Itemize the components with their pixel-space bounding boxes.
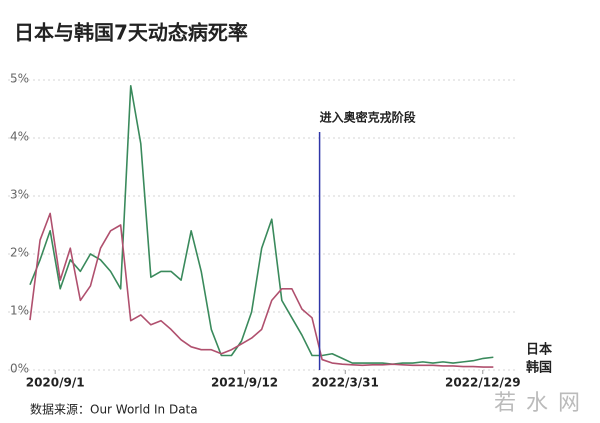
y-tick-label: 1% [10, 304, 29, 318]
x-tick-label: 2022/12/29 [445, 376, 521, 390]
annotation-text: 进入奥密克戎阶段 [320, 110, 417, 125]
y-tick-label: 5% [10, 72, 29, 86]
series-label: 韩国 [526, 360, 552, 376]
series-label: 日本 [526, 342, 552, 358]
watermark: 若水网 [494, 391, 590, 416]
y-tick-label: 0% [10, 362, 29, 376]
y-tick-label: 4% [10, 130, 29, 144]
line [29, 212, 494, 368]
y-tick-label: 3% [10, 188, 29, 202]
line [29, 85, 494, 365]
x-tick-label: 2022/3/31 [312, 376, 379, 390]
source: 数据来源：Our World In Data [30, 402, 198, 417]
x-tick-label: 2020/9/1 [26, 376, 85, 390]
y-tick-label: 2% [10, 246, 29, 260]
chart-title: 日本与韩国7天动态病死率 [14, 21, 248, 45]
x-tick-label: 2021/9/12 [211, 376, 278, 390]
